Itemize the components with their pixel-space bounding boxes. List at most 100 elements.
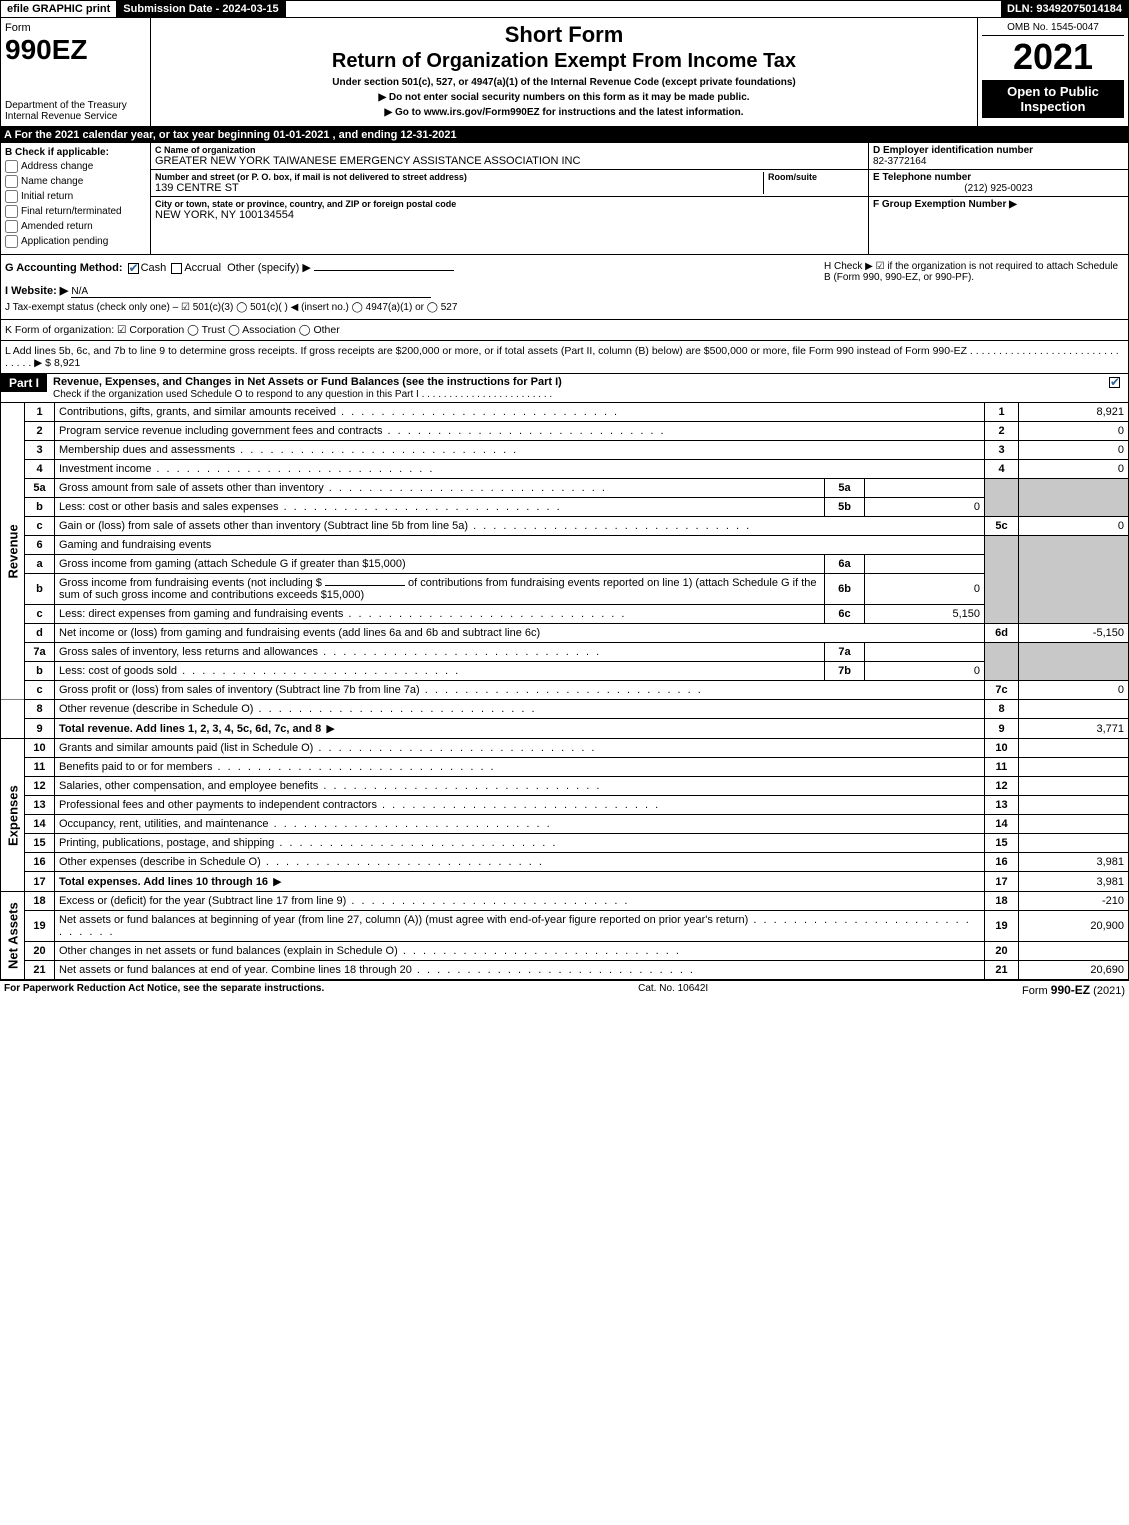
ln21-v: 20,690: [1019, 961, 1129, 980]
ln14-desc: Occupancy, rent, utilities, and maintena…: [59, 818, 552, 830]
ln4-desc: Investment income: [59, 463, 434, 475]
ln3-num: 3: [25, 441, 55, 460]
phone: (212) 925-0023: [873, 183, 1124, 194]
ln5ab-shade: [985, 479, 1019, 517]
efile-label[interactable]: efile GRAPHIC print: [1, 1, 117, 17]
goto-link[interactable]: ▶ Go to www.irs.gov/Form990EZ for instru…: [159, 107, 969, 118]
ln1-r: 1: [985, 403, 1019, 422]
ln10-r: 10: [985, 739, 1019, 758]
ln5b-s: 5b: [825, 498, 865, 517]
ln2-v: 0: [1019, 422, 1129, 441]
dept-label: Department of the Treasury Internal Reve…: [5, 100, 146, 122]
ln18-num: 18: [25, 892, 55, 911]
ln7c-v: 0: [1019, 681, 1129, 700]
street-block: Number and street (or P. O. box, if mail…: [151, 170, 868, 197]
org-name-label: C Name of organization: [155, 145, 864, 155]
g-label: G Accounting Method:: [5, 262, 123, 274]
g-left: G Accounting Method: Cash Accrual Other …: [5, 261, 824, 313]
b-label: B Check if applicable:: [5, 147, 146, 158]
ln6b-sv: 0: [865, 574, 985, 605]
ln6d-num: d: [25, 624, 55, 643]
row-a: A For the 2021 calendar year, or tax yea…: [0, 127, 1129, 143]
chk-accrual[interactable]: [171, 263, 182, 274]
ln4-num: 4: [25, 460, 55, 479]
footer-center: Cat. No. 10642I: [638, 983, 708, 997]
ln12-r: 12: [985, 777, 1019, 796]
ln3-v: 0: [1019, 441, 1129, 460]
ln5c-desc: Gain or (loss) from sale of assets other…: [59, 520, 751, 532]
part-i-check-text: Check if the organization used Schedule …: [53, 389, 552, 400]
ln17-desc: Total expenses. Add lines 10 through 16: [59, 876, 268, 888]
ln12-desc: Salaries, other compensation, and employ…: [59, 780, 601, 792]
section-gh: G Accounting Method: Cash Accrual Other …: [0, 255, 1129, 320]
chk-name-change[interactable]: Name change: [5, 175, 146, 188]
col-def: D Employer identification number 82-3772…: [868, 143, 1128, 254]
ln20-desc: Other changes in net assets or fund bala…: [59, 945, 681, 957]
h-block: H Check ▶ ☑ if the organization is not r…: [824, 261, 1124, 313]
ln6a-num: a: [25, 555, 55, 574]
form-label: Form: [5, 22, 146, 34]
ln6d-desc: Net income or (loss) from gaming and fun…: [59, 627, 540, 639]
ln7-shadev: [1019, 643, 1129, 681]
ln11-desc: Benefits paid to or for members: [59, 761, 496, 773]
part-i-label: Part I: [1, 374, 47, 392]
ln6c-num: c: [25, 605, 55, 624]
chk-initial-return[interactable]: Initial return: [5, 190, 146, 203]
city-label: City or town, state or province, country…: [155, 199, 864, 209]
header-left: Form 990EZ Department of the Treasury In…: [1, 18, 151, 126]
org-name: GREATER NEW YORK TAIWANESE EMERGENCY ASS…: [155, 155, 864, 167]
ln7c-desc: Gross profit or (loss) from sales of inv…: [59, 684, 703, 696]
ln19-v: 20,900: [1019, 911, 1129, 942]
ln21-desc: Net assets or fund balances at end of ye…: [59, 964, 695, 976]
ein: 82-3772164: [873, 156, 1124, 167]
ln15-desc: Printing, publications, postage, and shi…: [59, 837, 557, 849]
chk-final-return[interactable]: Final return/terminated: [5, 205, 146, 218]
side-revenue: Revenue: [1, 403, 25, 700]
phone-label: E Telephone number: [873, 172, 1124, 183]
ln7a-num: 7a: [25, 643, 55, 662]
open-public-badge: Open to Public Inspection: [982, 80, 1124, 118]
ln13-num: 13: [25, 796, 55, 815]
header-right: OMB No. 1545-0047 2021 Open to Public In…: [978, 18, 1128, 126]
ln5c-r: 5c: [985, 517, 1019, 536]
j-tax-exempt: J Tax-exempt status (check only one) – ☑…: [5, 302, 824, 313]
footer: For Paperwork Reduction Act Notice, see …: [0, 980, 1129, 999]
submission-date: Submission Date - 2024-03-15: [117, 1, 285, 17]
ln5a-desc: Gross amount from sale of assets other t…: [59, 482, 607, 494]
ln5a-num: 5a: [25, 479, 55, 498]
ln15-v: [1019, 834, 1129, 853]
group-exemption-block: F Group Exemption Number ▶: [869, 197, 1128, 212]
form-header: Form 990EZ Department of the Treasury In…: [0, 18, 1129, 127]
header-center: Short Form Return of Organization Exempt…: [151, 18, 978, 126]
ln19-num: 19: [25, 911, 55, 942]
dln: DLN: 93492075014184: [1001, 1, 1128, 17]
ln15-r: 15: [985, 834, 1019, 853]
ln6c-desc: Less: direct expenses from gaming and fu…: [59, 608, 626, 620]
ln13-desc: Professional fees and other payments to …: [59, 799, 660, 811]
ln7c-r: 7c: [985, 681, 1019, 700]
chk-amended-return[interactable]: Amended return: [5, 220, 146, 233]
ln8-v: [1019, 700, 1129, 719]
ln2-num: 2: [25, 422, 55, 441]
ln18-v: -210: [1019, 892, 1129, 911]
street: 139 CENTRE ST: [155, 182, 759, 194]
city: NEW YORK, NY 100134554: [155, 209, 864, 221]
ln8-desc: Other revenue (describe in Schedule O): [59, 703, 537, 715]
ln1-desc: Contributions, gifts, grants, and simila…: [59, 406, 619, 418]
ein-label: D Employer identification number: [873, 145, 1124, 156]
group-exemption-label: F Group Exemption Number ▶: [873, 199, 1017, 210]
chk-application-pending[interactable]: Application pending: [5, 235, 146, 248]
ln9-v: 3,771: [1019, 719, 1129, 739]
part-i-checkbox[interactable]: [1101, 374, 1128, 390]
l-row: L Add lines 5b, 6c, and 7b to line 9 to …: [0, 341, 1129, 374]
ln11-num: 11: [25, 758, 55, 777]
chk-address-change[interactable]: Address change: [5, 160, 146, 173]
city-block: City or town, state or province, country…: [151, 197, 868, 223]
ln6a-desc: Gross income from gaming (attach Schedul…: [59, 558, 406, 570]
ln1-num: 1: [25, 403, 55, 422]
side-expenses: Expenses: [1, 739, 25, 892]
ln7-shade: [985, 643, 1019, 681]
chk-cash[interactable]: [128, 263, 139, 274]
ln6b-desc: Gross income from fundraising events (no…: [55, 574, 825, 605]
ln7b-desc: Less: cost of goods sold: [59, 665, 460, 677]
